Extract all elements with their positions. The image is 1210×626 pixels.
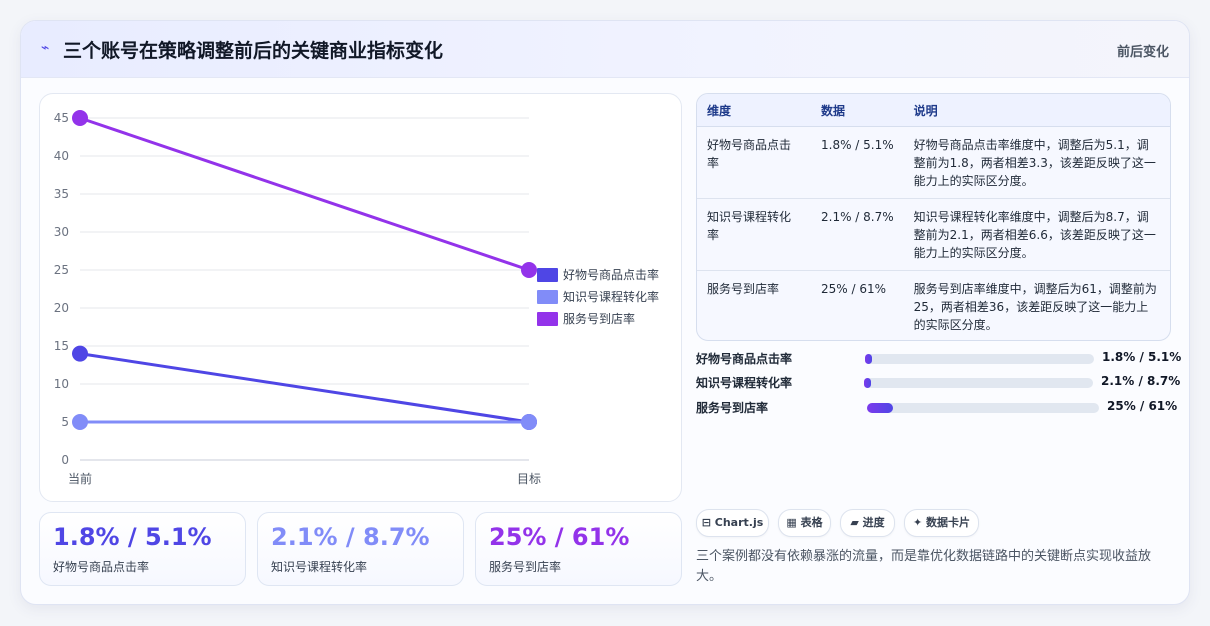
progress-track [867,403,1099,413]
stat-value: 1.8% / 5.1% [53,523,212,551]
y-tick-label: 40 [54,149,69,163]
series-line [79,116,530,272]
series-line [79,352,530,424]
line-chart-panel: 0 5 10 15 20 25 30 35 40 45 当前 目标 好物号商品点击率 知识号课程转化率 服务… [39,93,682,502]
stat-label: 好物号商品点击率 [53,560,150,574]
progress-row: 服务号到店率 25% / 61% [696,399,1177,417]
data-point [521,262,537,278]
legend-label: 服务号到店率 [563,311,635,326]
chip-table[interactable]: ▦ 表格 [778,509,831,537]
progress-track [864,378,1093,388]
progress-row: 知识号课程转化率 2.1% / 8.7% [696,374,1180,392]
table-cell: 服务号到店率 [707,282,780,296]
progress-fill [864,378,871,388]
main-card: ⌁ 三个账号在策略调整前后的关键商业指标变化 前后变化 0 5 10 15 20 25 30… [20,20,1190,605]
progress-value: 1.8% / 5.1% [1102,350,1182,364]
legend-swatch [537,290,558,304]
stat-label: 服务号到店率 [489,560,562,574]
y-tick-label: 45 [54,111,69,125]
stat-card-service: 25% / 61% 服务号到店率 [475,512,682,586]
table-header-row: 维度 数据 说明 [697,94,1170,127]
data-table: 维度 数据 说明 好物号商品点击率 1.8% / 5.1% 好物号商品点击率维度… [696,93,1171,341]
table-cell: 好物号商品点击率 [697,126,811,199]
table-cell: 2.1% / 8.7% [811,198,904,271]
page-title: 三个账号在策略调整前后的关键商业指标变化 [63,40,444,62]
table-cell: 好物号商品点击率维度中，调整后为5.1，调整前为1.8，两者相差3.3，该差距反… [903,126,1170,199]
y-tick-label: 15 [54,339,69,353]
stat-value: 25% / 61% [489,523,630,551]
table-row: 好物号商品点击率 1.8% / 5.1% 好物号商品点击率维度中，调整后为5.1… [697,126,1170,199]
progress-fill [867,403,893,413]
y-tick-label: 5 [61,415,69,429]
summary-note: 三个案例都没有依赖暴涨的流量，而是靠优化数据链路中的关键断点实现收益放大。 [696,549,1152,584]
stat-value: 2.1% / 8.7% [271,523,430,551]
progress-label: 好物号商品点击率 [696,352,793,366]
data-point [72,345,88,362]
header-tag: 前后变化 [1116,45,1169,60]
column-header: 说明 [903,94,1170,127]
y-tick-label: 30 [54,225,69,239]
progress-value: 25% / 61% [1107,399,1178,413]
progress-fill [865,354,872,364]
y-tick-label: 35 [54,187,69,201]
y-tick-label: 20 [54,301,69,315]
progress-label: 服务号到店率 [696,401,769,415]
chip-data-card[interactable]: ✦ 数据卡片 [904,509,979,537]
chip-progress[interactable]: ▰ 进度 [840,509,895,537]
table-cell: 25% / 61% [821,282,887,296]
chip-chartjs[interactable]: ⊟ Chart.js [696,509,769,537]
data-point [72,414,88,430]
progress-label: 知识号课程转化率 [696,376,793,390]
progress-track [865,354,1094,364]
data-point [72,110,88,126]
lightning-icon: ⌁ [41,40,50,56]
table-cell: 1.8% / 5.1% [811,126,904,199]
y-tick-label: 25 [54,263,69,277]
legend-label: 知识号课程转化率 [563,289,659,304]
progress-value: 2.1% / 8.7% [1101,374,1181,388]
legend-swatch [537,312,558,326]
column-header: 维度 [697,94,811,127]
y-tick-label: 10 [54,377,69,391]
table-row: 服务号到店率 25% / 61% 服务号到店率维度中，调整后为61，调整前为25… [697,271,1170,341]
stat-card-knowledge: 2.1% / 8.7% 知识号课程转化率 [257,512,464,586]
card-header: ⌁ 三个账号在策略调整前后的关键商业指标变化 前后变化 [21,21,1189,78]
progress-row: 好物号商品点击率 1.8% / 5.1% [696,350,1181,368]
table-cell: 知识号课程转化率维度中，调整后为8.7，调整前为2.1，两者相差6.6，该差距反… [903,198,1170,271]
line-chart: 0 5 10 15 20 25 30 35 40 45 当前 目标 好物号商品点击率知识号课程转化率服务… [54,110,659,486]
column-header: 数据 [811,94,904,127]
x-tick-label: 目标 [517,472,541,486]
y-tick-label: 0 [61,453,69,467]
table-row: 知识号课程转化率 2.1% / 8.7% 知识号课程转化率维度中，调整后为8.7… [697,198,1170,271]
data-point [521,414,537,430]
table-cell: 知识号课程转化率 [697,198,811,271]
stat-card-goods: 1.8% / 5.1% 好物号商品点击率 [39,512,246,586]
stat-label: 知识号课程转化率 [271,560,368,574]
x-tick-label: 当前 [68,471,92,486]
legend-label: 好物号商品点击率 [563,267,659,282]
legend-swatch [537,268,558,282]
table-cell: 服务号到店率维度中，调整后为61，调整前为25，两者相差36，该差距反映了这一能… [913,282,1157,332]
